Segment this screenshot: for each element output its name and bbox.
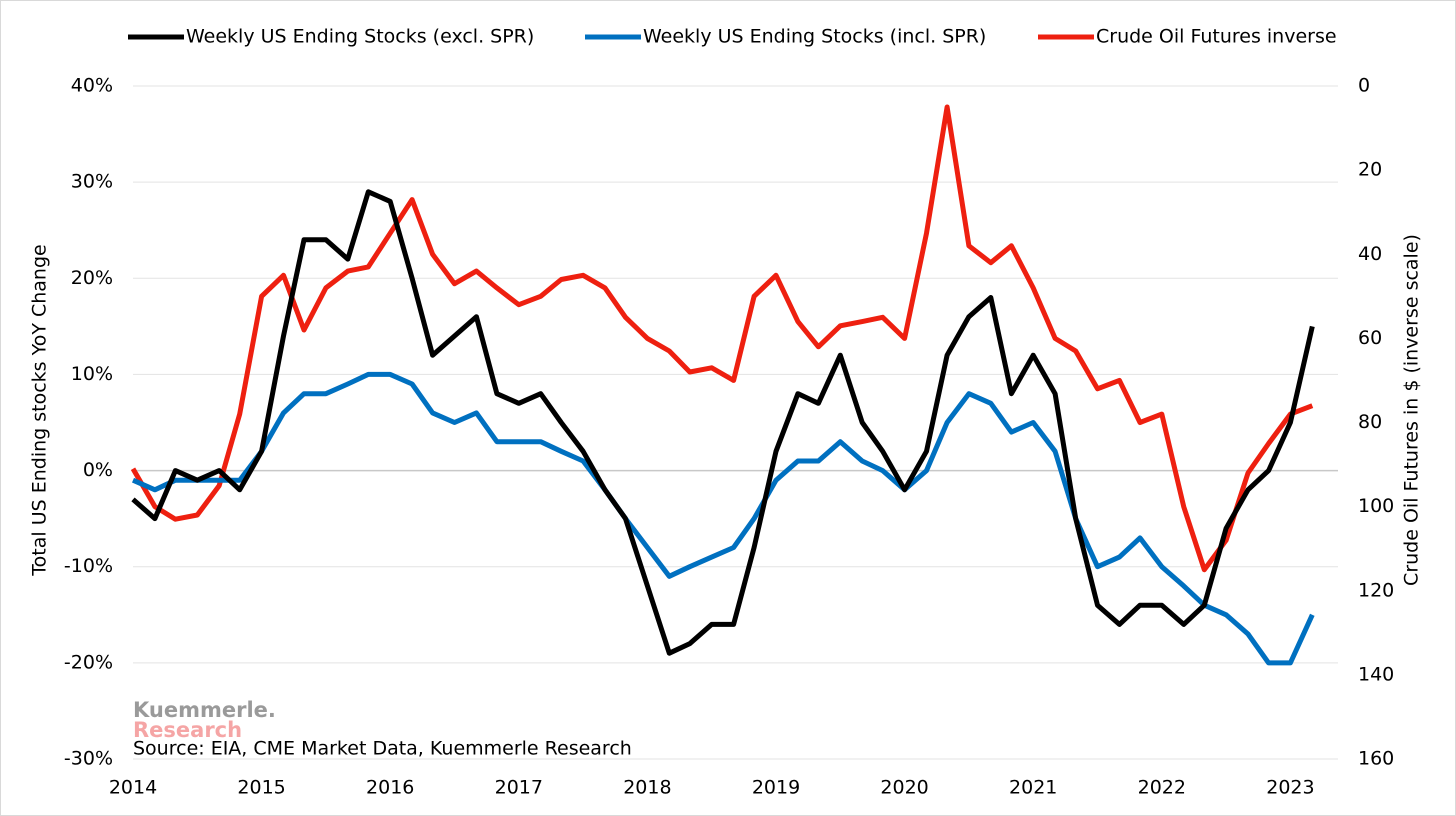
- y2-tick-label: 60: [1358, 327, 1382, 349]
- y2-tick-label: 20: [1358, 159, 1382, 181]
- legend-label: Crude Oil Futures inverse: [1096, 26, 1337, 48]
- watermark: Research: [133, 718, 242, 742]
- y-tick-label: 40%: [71, 75, 113, 97]
- y-tick-label: -30%: [64, 748, 113, 770]
- watermark: Kuemmerle.: [133, 698, 276, 722]
- series-line: [131, 189, 1315, 656]
- source-note: Source: EIA, CME Market Data, Kuemmerle …: [133, 738, 632, 760]
- x-tick-label: 2014: [109, 777, 157, 799]
- y-tick-label: 30%: [71, 171, 113, 193]
- x-tick-label: 2018: [623, 777, 671, 799]
- legend-label: Weekly US Ending Stocks (incl. SPR): [643, 26, 986, 48]
- y-tick-label: 0%: [83, 459, 113, 481]
- x-tick-label: 2023: [1266, 777, 1314, 799]
- series-line: [130, 104, 1314, 573]
- y-tick-label: -10%: [64, 555, 113, 577]
- series-line: [131, 371, 1315, 666]
- y2-tick-label: 100: [1358, 495, 1394, 517]
- y-tick-label: -20%: [64, 651, 113, 673]
- legend-label: Weekly US Ending Stocks (excl. SPR): [186, 26, 534, 48]
- y2-tick-label: 160: [1358, 748, 1394, 770]
- y2-axis-title: Crude Oil Futures in $ (inverse scale): [1401, 234, 1423, 586]
- y2-tick-label: 120: [1358, 579, 1394, 601]
- x-tick-label: 2021: [1009, 777, 1057, 799]
- y-tick-label: 20%: [71, 267, 113, 289]
- x-tick-label: 2016: [366, 777, 414, 799]
- y2-tick-label: 80: [1358, 411, 1382, 433]
- y2-tick-label: 140: [1358, 663, 1394, 685]
- x-tick-label: 2017: [495, 777, 543, 799]
- x-tick-label: 2019: [752, 777, 800, 799]
- y-tick-label: 10%: [71, 363, 113, 385]
- y2-tick-label: 0: [1358, 75, 1370, 97]
- x-tick-label: 2022: [1138, 777, 1186, 799]
- x-tick-label: 2020: [880, 777, 928, 799]
- x-tick-label: 2015: [237, 777, 285, 799]
- y2-tick-label: 40: [1358, 243, 1382, 265]
- y-axis-title: Total US Ending stocks YoY Change: [29, 244, 51, 576]
